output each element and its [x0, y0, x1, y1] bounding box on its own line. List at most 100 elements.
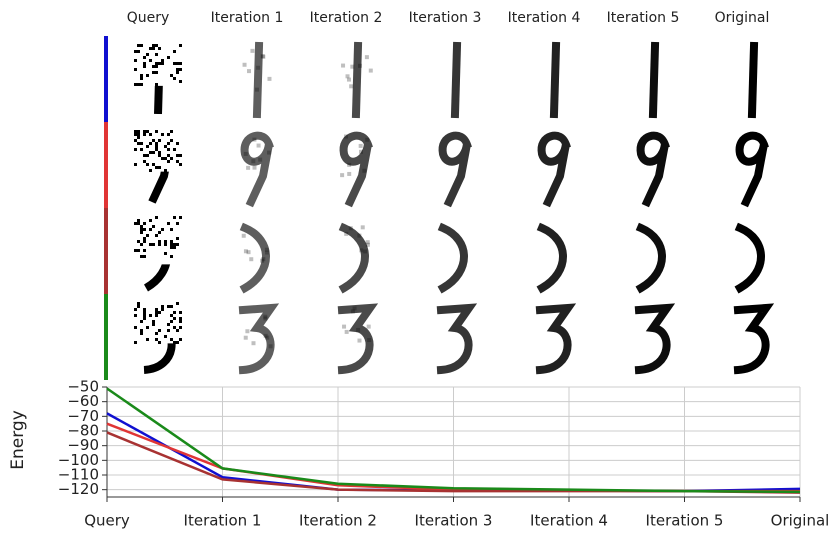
blur-pixel	[265, 248, 269, 252]
blur-pixel	[344, 232, 348, 236]
noise-pixel	[146, 74, 149, 77]
noise-pixel	[146, 130, 149, 133]
blur-pixel	[246, 166, 250, 170]
noise-pixel	[176, 71, 179, 74]
noise-pixel	[149, 243, 152, 246]
digit-image	[443, 228, 464, 288]
noise-pixel	[167, 133, 170, 136]
noise-pixel	[158, 62, 161, 65]
noise-pixel	[161, 228, 164, 231]
x-tick-label: Iteration 2	[299, 512, 377, 530]
noise-pixel	[137, 305, 140, 308]
noise-pixel	[149, 151, 152, 154]
noise-pixel	[176, 142, 179, 145]
noise-pixel	[137, 133, 140, 136]
blur-pixel	[261, 257, 265, 261]
noise-pixel	[167, 329, 170, 332]
column-header: Iteration 4	[508, 10, 581, 26]
noise-pixel	[140, 74, 143, 77]
noise-pixel	[155, 53, 158, 56]
noise-pixel	[170, 320, 173, 323]
noise-pixel	[140, 228, 143, 231]
noise-pixel	[152, 225, 155, 228]
noise-pixel	[167, 154, 170, 157]
noise-pixel	[146, 338, 149, 341]
noise-pixel	[149, 314, 152, 317]
noise-pixel	[152, 163, 155, 166]
blur-pixel	[247, 250, 251, 254]
noise-pixel	[152, 44, 155, 47]
blur-pixel	[344, 135, 348, 139]
noise-pixel	[158, 243, 161, 246]
noise-pixel	[176, 329, 179, 332]
blur-pixel	[255, 88, 259, 92]
blur-pixel	[265, 336, 269, 340]
digit-image	[441, 308, 469, 370]
x-tick-label: Query	[84, 512, 130, 530]
noise-pixel	[155, 314, 158, 317]
noise-pixel	[170, 255, 173, 258]
noise-pixel	[134, 133, 137, 136]
blur-pixel	[349, 84, 353, 88]
noise-pixel	[155, 44, 158, 47]
blur-pixel	[367, 325, 371, 329]
noise-pixel	[146, 154, 149, 157]
blur-pixel	[242, 234, 246, 238]
noise-pixel	[167, 222, 170, 225]
digit-stroke	[542, 136, 566, 202]
row-marker	[104, 122, 108, 208]
noise-pixel	[137, 249, 140, 252]
noise-pixel	[149, 133, 152, 136]
noise-pixel	[176, 68, 179, 71]
noise-pixel	[140, 255, 143, 258]
digit-image	[752, 46, 754, 114]
noise-pixel	[143, 130, 146, 133]
noise-pixel	[167, 142, 170, 145]
noise-pixel	[164, 157, 167, 160]
x-tick-label: Iteration 5	[646, 512, 724, 530]
noise-pixel	[155, 145, 158, 148]
digit-image	[554, 46, 556, 114]
noise-pixel	[170, 240, 173, 243]
noise-pixel	[143, 311, 146, 314]
digit-stroke	[740, 228, 761, 288]
digit-image	[639, 308, 667, 370]
blur-pixel	[362, 169, 366, 173]
blur-pixel	[367, 338, 371, 342]
column-header: Iteration 5	[607, 10, 680, 26]
noise-pixel	[155, 65, 158, 68]
blur-pixel	[247, 69, 251, 73]
row-marker	[104, 36, 108, 122]
blur-pixel	[245, 329, 249, 333]
noise-pixel	[134, 148, 137, 151]
blur-pixel	[347, 163, 351, 167]
blur-pixel	[341, 64, 345, 68]
row-marker	[104, 294, 108, 380]
column-header: Iteration 2	[310, 10, 383, 26]
digit-stroke	[540, 308, 568, 370]
noise-pixel	[167, 148, 170, 151]
noise-pixel	[152, 320, 155, 323]
noise-pixel	[170, 130, 173, 133]
noise-pixel	[155, 216, 158, 219]
digit-image	[344, 225, 370, 288]
digit-image	[134, 44, 182, 114]
noise-pixel	[173, 326, 176, 329]
noise-pixel	[173, 317, 176, 320]
blur-pixel	[366, 240, 370, 244]
digit-image	[242, 228, 269, 288]
noise-pixel	[134, 139, 137, 142]
noise-pixel	[137, 142, 140, 145]
noise-pixel	[155, 166, 158, 169]
column-header: Iteration 1	[211, 10, 284, 26]
digit-image	[542, 228, 563, 288]
blur-pixel	[359, 248, 363, 252]
noise-pixel	[152, 243, 155, 246]
figure: Energy QueryIteration 1Iteration 2Iterat…	[0, 0, 835, 531]
blur-pixel	[361, 225, 365, 229]
noise-pixel	[161, 157, 164, 160]
blur-pixel	[358, 64, 362, 68]
noise-pixel	[152, 139, 155, 142]
noise-pixel	[158, 240, 161, 243]
blur-pixel	[257, 144, 261, 148]
